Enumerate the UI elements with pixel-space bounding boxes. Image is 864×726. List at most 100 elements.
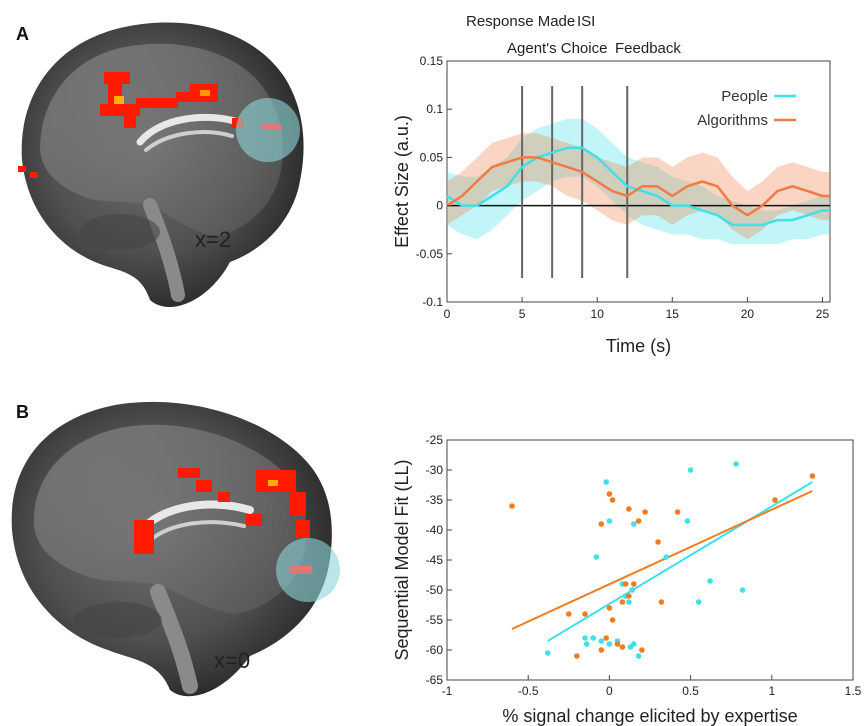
y-tick-label-a: -0.1 xyxy=(422,295,443,309)
x-tick-label-b: -0.5 xyxy=(518,684,539,698)
y-tick-label-b: -60 xyxy=(426,643,444,657)
scatter-point-cyan xyxy=(603,479,609,485)
scatter-point-orange xyxy=(631,581,637,587)
scatter-point-cyan xyxy=(687,467,694,473)
scatter-point-orange xyxy=(622,581,629,587)
scatter-point-orange xyxy=(606,491,613,497)
scatter-point-cyan xyxy=(684,518,691,524)
scatter-point-orange xyxy=(609,617,616,623)
scatter-point-orange xyxy=(582,611,588,617)
scatter-point-orange xyxy=(658,599,665,605)
x-tick-label-a: 25 xyxy=(816,307,830,321)
activation-clusters-a xyxy=(18,72,244,178)
scatter-point-orange xyxy=(603,635,609,641)
scatter-point-cyan xyxy=(739,587,746,593)
fit-line-cyan xyxy=(547,481,813,642)
scatter-point-cyan xyxy=(582,635,588,641)
panel-letter-a: A xyxy=(16,24,29,44)
brain-slice-b xyxy=(11,401,340,697)
legend-label-people: People xyxy=(721,88,768,105)
y-tick-label-a: 0.15 xyxy=(420,54,444,68)
x-tick-label-b: 0 xyxy=(606,684,613,698)
y-axis-label-b: Sequential Model Fit (LL) xyxy=(392,459,412,660)
event-label-2: ISI xyxy=(577,13,595,30)
scatter-point-cyan xyxy=(631,521,637,527)
y-tick-label-b: -25 xyxy=(426,433,444,447)
series-line-algorithms xyxy=(446,156,830,217)
scatter-point-orange xyxy=(809,473,816,479)
x-axis-label-b: % signal change elicited by expertise xyxy=(502,706,797,726)
x-tick-label-a: 15 xyxy=(666,307,680,321)
scatter-point-orange xyxy=(619,644,626,650)
scatter-point-cyan xyxy=(590,635,596,641)
y-tick-label-b: -50 xyxy=(426,583,444,597)
scatter-point-cyan xyxy=(663,554,669,560)
y-tick-label-b: -45 xyxy=(426,553,444,567)
fit-line-orange xyxy=(511,490,813,630)
scatter-point-orange xyxy=(655,539,661,545)
scatter-point-cyan xyxy=(606,641,613,647)
scatter-point-orange xyxy=(635,518,642,524)
confidence-band-people xyxy=(447,118,830,245)
scatter-point-cyan xyxy=(629,587,635,593)
scatter-point-orange xyxy=(614,641,621,647)
scatter-point-orange xyxy=(598,521,605,527)
scatter-point-cyan xyxy=(593,554,600,560)
scatter-point-orange xyxy=(509,503,515,509)
slice-coordinate-label-a: x=2 xyxy=(195,227,231,252)
legend-label-algorithms: Algorithms xyxy=(697,112,768,129)
brain-slice-a xyxy=(18,22,304,308)
x-tick-label-b: 1 xyxy=(768,684,775,698)
y-tick-label-a: 0.05 xyxy=(420,150,444,164)
x-tick-label-a: 0 xyxy=(444,307,451,321)
x-tick-label-a: 10 xyxy=(591,307,605,321)
scatter-point-orange xyxy=(574,653,580,659)
scatter-point-orange xyxy=(639,647,645,653)
plot-frame-a xyxy=(446,60,831,303)
scatter-point-orange xyxy=(642,509,648,515)
scatter-point-cyan xyxy=(733,461,739,467)
scatter-point-cyan xyxy=(635,653,642,659)
scatter-point-cyan xyxy=(707,578,713,584)
x-tick-label-a: 5 xyxy=(519,307,526,321)
scatter-point-cyan xyxy=(606,518,613,524)
y-tick-label-b: -65 xyxy=(426,673,444,687)
scatter-point-cyan xyxy=(626,599,632,605)
scatter-point-orange xyxy=(609,497,616,503)
plot-frame-b xyxy=(446,439,854,681)
x-tick-label-b: 0.5 xyxy=(682,684,699,698)
scatter-point-cyan xyxy=(544,650,551,656)
y-tick-label-b: -40 xyxy=(426,523,444,537)
y-tick-label-b: -30 xyxy=(426,463,444,477)
time-course-chart: 0 5 10 15 20 25 -0.1 -0.05 0 0.05 0.1 0.15 Time (s) E… xyxy=(392,13,831,356)
scatter-point-orange xyxy=(598,647,605,653)
series-line-people xyxy=(446,146,830,227)
scatter-point-orange xyxy=(772,497,778,503)
scatter-point-orange xyxy=(566,611,572,617)
scatter-point-orange xyxy=(626,593,632,599)
scatter-point-cyan xyxy=(695,599,702,605)
scatter-point-cyan xyxy=(598,638,605,644)
scatter-point-orange xyxy=(674,509,681,515)
scatter-point-cyan xyxy=(631,641,637,647)
scatter-point-orange xyxy=(606,605,613,611)
event-label-0: Response Made xyxy=(466,13,575,30)
x-tick-label-b: 1.5 xyxy=(845,684,862,698)
scatter-point-orange xyxy=(619,599,626,605)
slice-coordinate-label-b: x=0 xyxy=(214,648,250,673)
scatter-point-cyan xyxy=(583,641,590,647)
event-label-1: Agent's Choice xyxy=(507,40,607,57)
x-axis-label-a: Time (s) xyxy=(606,336,671,356)
y-tick-label-b: -55 xyxy=(426,613,444,627)
scatter-chart: -1 -0.5 0 0.5 1 1.5 -65 -60 -55 -50 -45 -40 -35 -30 -2… xyxy=(392,433,862,726)
y-tick-label-a: 0.1 xyxy=(426,102,443,116)
y-axis-label-a: Effect Size (a.u.) xyxy=(392,115,412,248)
event-label-3: Feedback xyxy=(615,40,681,57)
x-tick-label-b: -1 xyxy=(442,684,453,698)
y-tick-label-a: 0 xyxy=(436,199,443,213)
y-tick-label-b: -35 xyxy=(426,493,444,507)
x-tick-label-a: 20 xyxy=(741,307,755,321)
activation-clusters-b xyxy=(134,468,310,554)
y-tick-label-a: -0.05 xyxy=(416,247,444,261)
